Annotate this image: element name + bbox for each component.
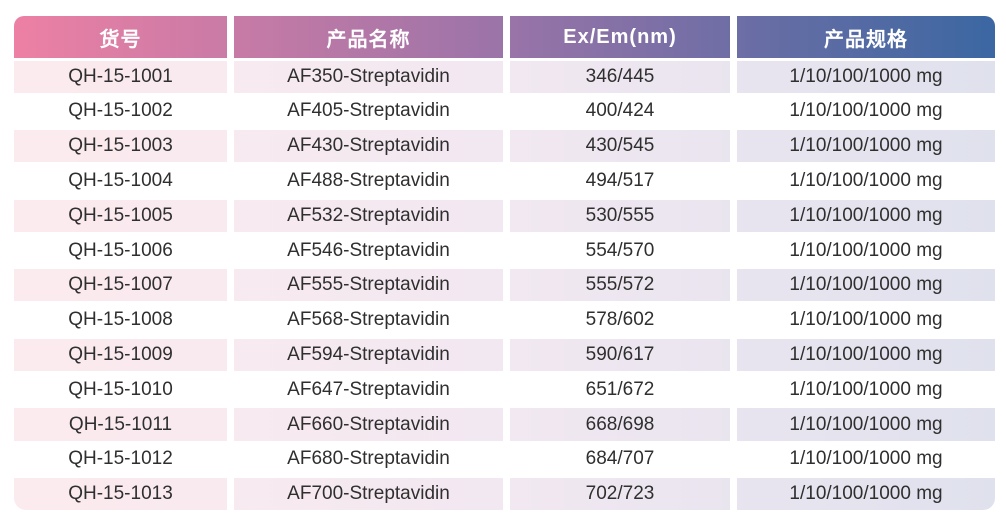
column-header-product-name: 产品名称	[227, 16, 503, 58]
cell-product-name: AF405-Streptavidin	[227, 95, 503, 128]
cell-ex-em: 346/445	[503, 60, 730, 93]
cell-ex-em: 702/723	[503, 477, 730, 511]
cell-sku: QH-15-1005	[68, 204, 173, 226]
cell-spec: 1/10/100/1000 mg	[730, 373, 995, 406]
cell-ex-em: 400/424	[503, 95, 730, 128]
cell-spec: 1/10/100/1000 mg	[730, 234, 995, 267]
cell-sku: QH-15-1008	[68, 309, 173, 331]
cell-ex-em: 590/617	[503, 338, 730, 372]
cell-product-name: AF546-Streptavidin	[227, 234, 503, 267]
cell-product-name: AF568-Streptavidin	[227, 304, 503, 337]
cell-product-name: AF594-Streptavidin	[227, 338, 503, 372]
cell-product-name: AF680-Streptavidin	[227, 443, 503, 476]
cell-ex-em: 430/545	[503, 130, 730, 163]
cell-spec: 1/10/100/1000 mg	[730, 269, 995, 302]
cell-spec: 1/10/100/1000 mg	[730, 164, 995, 198]
column-header-spec: 产品规格	[730, 16, 995, 58]
table-row: QH-15-1009 AF594-Streptavidin 590/617 1/…	[14, 338, 995, 372]
cell-spec: 1/10/100/1000 mg	[730, 95, 995, 128]
cell-product-name: AF660-Streptavidin	[227, 408, 503, 441]
column-header-sku: 货号	[99, 28, 142, 51]
cell-sku: QH-15-1006	[68, 239, 173, 261]
cell-sku: QH-15-1013	[68, 483, 173, 505]
cell-product-name: AF647-Streptavidin	[227, 373, 503, 406]
cell-sku: QH-15-1012	[68, 448, 173, 470]
table-row: QH-15-1002 AF405-Streptavidin 400/424 1/…	[14, 95, 995, 128]
table-row: QH-15-1010 AF647-Streptavidin 651/672 1/…	[14, 373, 995, 406]
cell-sku: QH-15-1009	[68, 343, 173, 365]
table-row: QH-15-1007 AF555-Streptavidin 555/572 1/…	[14, 269, 995, 302]
table-row: QH-15-1004 AF488-Streptavidin 494/517 1/…	[14, 164, 995, 198]
cell-spec: 1/10/100/1000 mg	[730, 199, 995, 232]
cell-spec: 1/10/100/1000 mg	[730, 408, 995, 441]
cell-sku: QH-15-1002	[68, 100, 173, 122]
cell-ex-em: 530/555	[503, 199, 730, 232]
cell-product-name: AF488-Streptavidin	[227, 164, 503, 198]
cell-ex-em: 555/572	[503, 269, 730, 302]
cell-product-name: AF532-Streptavidin	[227, 199, 503, 232]
cell-spec: 1/10/100/1000 mg	[730, 338, 995, 372]
cell-product-name: AF350-Streptavidin	[227, 60, 503, 93]
column-header-ex-em: Ex/Em(nm)	[503, 16, 730, 58]
table-row: QH-15-1003 AF430-Streptavidin 430/545 1/…	[14, 130, 995, 163]
cell-sku: QH-15-1004	[68, 170, 173, 192]
product-catalog-table: 货号 产品名称 Ex/Em(nm) 产品规格 QH-15-1001 AF350-…	[14, 16, 995, 511]
table-header-row: 货号 产品名称 Ex/Em(nm) 产品规格	[14, 16, 995, 58]
cell-sku: QH-15-1001	[68, 65, 173, 87]
cell-product-name: AF430-Streptavidin	[227, 130, 503, 163]
cell-spec: 1/10/100/1000 mg	[730, 60, 995, 93]
table-row: QH-15-1006 AF546-Streptavidin 554/570 1/…	[14, 234, 995, 267]
cell-product-name: AF555-Streptavidin	[227, 269, 503, 302]
cell-product-name: AF700-Streptavidin	[227, 477, 503, 511]
cell-spec: 1/10/100/1000 mg	[730, 443, 995, 476]
cell-spec: 1/10/100/1000 mg	[730, 477, 995, 511]
cell-sku: QH-15-1007	[68, 274, 173, 296]
cell-ex-em: 494/517	[503, 164, 730, 198]
table-row: QH-15-1005 AF532-Streptavidin 530/555 1/…	[14, 199, 995, 232]
cell-sku: QH-15-1011	[68, 413, 173, 435]
table-row: QH-15-1011 AF660-Streptavidin 668/698 1/…	[14, 408, 995, 441]
table-row: QH-15-1001 AF350-Streptavidin 346/445 1/…	[14, 60, 995, 93]
cell-sku: QH-15-1003	[68, 135, 173, 157]
table-row: QH-15-1013 AF700-Streptavidin 702/723 1/…	[14, 477, 995, 511]
cell-ex-em: 651/672	[503, 373, 730, 406]
cell-ex-em: 578/602	[503, 304, 730, 337]
cell-sku: QH-15-1010	[68, 378, 173, 400]
table-row: QH-15-1012 AF680-Streptavidin 684/707 1/…	[14, 443, 995, 476]
table-row: QH-15-1008 AF568-Streptavidin 578/602 1/…	[14, 304, 995, 337]
cell-ex-em: 554/570	[503, 234, 730, 267]
cell-ex-em: 684/707	[503, 443, 730, 476]
cell-spec: 1/10/100/1000 mg	[730, 130, 995, 163]
cell-spec: 1/10/100/1000 mg	[730, 304, 995, 337]
cell-ex-em: 668/698	[503, 408, 730, 441]
